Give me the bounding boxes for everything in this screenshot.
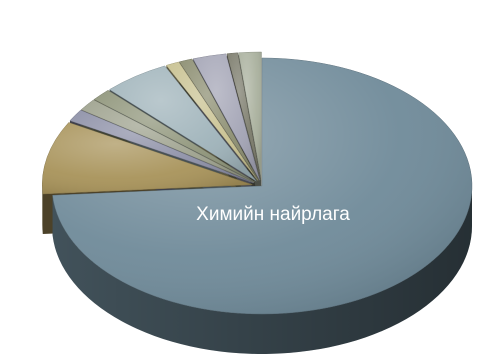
- pie-slice-3-shine: [81, 99, 255, 183]
- pie-slice-6-shine: [166, 61, 258, 181]
- pie-slice-7-shine: [179, 58, 259, 181]
- pie-slice-4-shine: [94, 90, 255, 182]
- pie-slice-5-shine: [109, 65, 257, 182]
- pie-slice-1-shine: [42, 122, 253, 194]
- pie-slice-8-shine: [193, 53, 260, 181]
- pie-slice-0-shine: [52, 58, 473, 314]
- pie-slice-9-shine: [226, 52, 261, 181]
- pie-slice-2-shine: [69, 110, 254, 183]
- pie-slice-0-wall-shade: [52, 186, 473, 355]
- slice-label-chemical-composition: Химийн найрлага: [196, 204, 350, 225]
- pie-slice-10-shine: [238, 52, 262, 181]
- pie-slice-1-wall-shade: [42, 184, 43, 234]
